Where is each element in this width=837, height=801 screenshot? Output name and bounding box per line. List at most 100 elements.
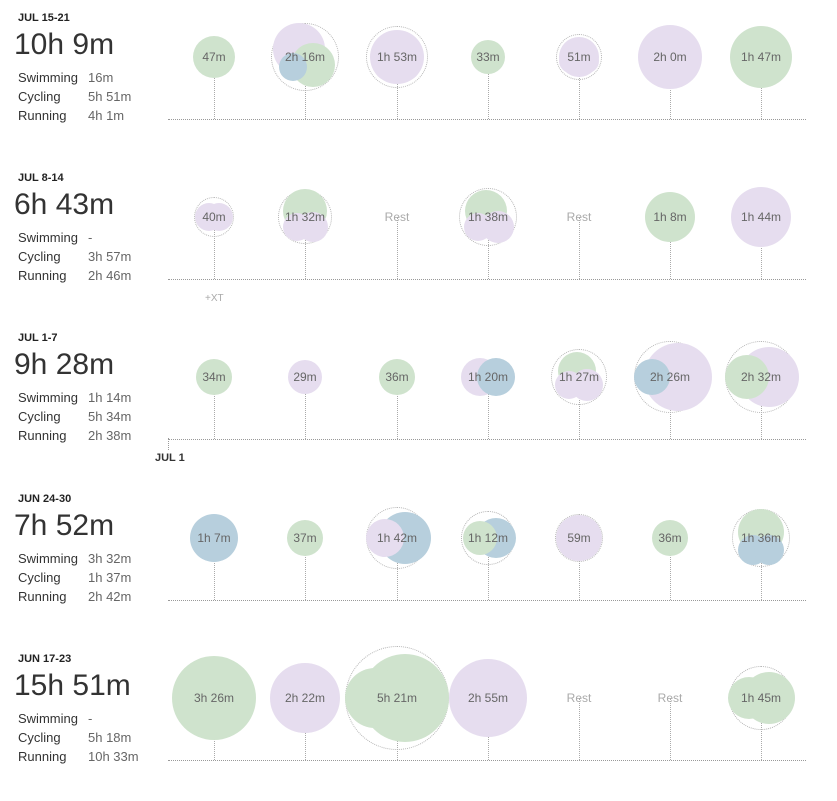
day-workout[interactable]: 1h 27m	[534, 320, 624, 460]
week-axis-line	[168, 600, 806, 601]
day-stem-line	[214, 538, 215, 600]
running-bubble	[394, 54, 420, 80]
day-workout[interactable]: 1h 44m	[716, 160, 806, 300]
day-stem-line	[761, 57, 762, 119]
day-workout[interactable]: 51m	[534, 0, 624, 140]
day-stem-line	[488, 57, 489, 119]
day-stem-line	[670, 217, 671, 279]
day-workout[interactable]: 2h 22m	[260, 641, 350, 781]
running-label: Running	[18, 108, 67, 123]
day-duration-label: 2h 0m	[653, 50, 687, 64]
day-duration-label: 1h 45m	[740, 691, 782, 705]
running-bubble	[571, 369, 603, 401]
swimming-total: 1h 14m	[88, 390, 132, 405]
week-date-range: JUL 1-7	[18, 332, 58, 344]
day-workout[interactable]: 1h 20m	[443, 320, 533, 460]
day-total-ring	[194, 197, 234, 237]
day-workout[interactable]: 1h 32m	[260, 160, 350, 300]
day-duration-label: 2h 32m	[740, 370, 782, 384]
week-date-range: JUL 15-21	[18, 12, 70, 24]
day-workout[interactable]: 1h 45m	[716, 641, 806, 781]
running-total: 10h 33m	[88, 749, 139, 764]
day-duration-label: 2h 26m	[649, 370, 691, 384]
swimming-label: Swimming	[18, 551, 78, 566]
day-workout[interactable]: 29m	[260, 320, 350, 460]
day-stem-line	[488, 538, 489, 600]
day-stem-line	[579, 538, 580, 600]
day-duration-label: 36m	[658, 531, 682, 545]
week-total-duration: 10h 9m	[14, 28, 115, 61]
day-workout[interactable]: 1h 53m	[352, 0, 442, 140]
day-duration-label: 40m	[202, 210, 226, 224]
swimming-total: -	[88, 711, 93, 726]
cycling-label: Cycling	[18, 570, 61, 585]
day-workout[interactable]: 36m	[352, 320, 442, 460]
day-workout[interactable]: 3h 26m	[169, 641, 259, 781]
day-workout[interactable]: 2h 0m	[625, 0, 715, 140]
day-stem-line	[214, 377, 215, 439]
cycling-total: 5h 18m	[88, 730, 132, 745]
rest-label: Rest	[566, 691, 592, 705]
day-workout[interactable]: 1h 36m	[716, 481, 806, 621]
day-workout[interactable]: 2h 26m	[625, 320, 715, 460]
running-bubble	[449, 659, 527, 737]
day-duration-label: 1h 38m	[467, 210, 509, 224]
day-workout[interactable]: 37m	[260, 481, 350, 621]
swimming-bubble	[477, 358, 515, 396]
running-bubble	[638, 25, 702, 89]
day-workout[interactable]: 5h 21m	[345, 641, 449, 781]
day-workout[interactable]: 47m	[169, 0, 259, 140]
day-duration-label: 47m	[202, 50, 226, 64]
day-stem-line	[397, 217, 398, 279]
day-duration-label: 33m	[476, 50, 500, 64]
week-row: JUL 1-7 9h 28m Swimming 1h 14m Cycling 5h 34m…	[0, 320, 837, 480]
running-label: Running	[18, 268, 67, 283]
week-axis-line	[168, 760, 806, 761]
week-date-range: JUN 17-23	[18, 653, 72, 665]
cycling-label: Cycling	[18, 409, 61, 424]
day-duration-label: 1h 12m	[467, 531, 509, 545]
week-axis-line	[168, 119, 806, 120]
running-total: 2h 42m	[88, 589, 132, 604]
week-total-duration: 9h 28m	[14, 348, 115, 381]
swimming-bubble	[754, 535, 784, 565]
day-workout[interactable]: 1h 38m	[443, 160, 533, 300]
cycling-total: 5h 34m	[88, 409, 132, 424]
day-workout[interactable]: 1h 42m	[352, 481, 442, 621]
day-duration-label: 37m	[293, 531, 317, 545]
running-bubble	[288, 360, 322, 394]
day-workout[interactable]: 59m	[534, 481, 624, 621]
day-duration-label: 1h 32m	[284, 210, 326, 224]
day-workout[interactable]: 2h 32m	[716, 320, 806, 460]
day-stem-line	[488, 217, 489, 279]
cycling-label: Cycling	[18, 730, 61, 745]
day-workout[interactable]: 34m	[169, 320, 259, 460]
week-axis-line	[168, 279, 806, 280]
cross-training-note[interactable]: +XT	[205, 293, 224, 304]
swimming-label: Swimming	[18, 390, 78, 405]
swimming-total: 16m	[88, 70, 114, 85]
cycling-bubble	[645, 192, 695, 242]
running-label: Running	[18, 428, 67, 443]
day-workout[interactable]: 1h 8m	[625, 160, 715, 300]
day-workout[interactable]: 1h 47m	[716, 0, 806, 140]
month-marker-line	[168, 438, 169, 450]
rest-day: Rest	[625, 641, 715, 781]
day-workout[interactable]: 33m	[443, 0, 533, 140]
cycling-total: 5h 51m	[88, 89, 132, 104]
day-workout[interactable]: 1h 7m	[169, 481, 259, 621]
cycling-bubble	[725, 355, 769, 399]
cycling-bubble	[379, 359, 415, 395]
running-total: 2h 46m	[88, 268, 132, 283]
day-stem-line	[397, 57, 398, 119]
running-bubble	[557, 524, 585, 552]
rest-day: Rest	[352, 160, 442, 300]
day-workout[interactable]: 2h 55m	[443, 641, 533, 781]
day-workout[interactable]: 2h 16m	[260, 0, 350, 140]
week-total-duration: 15h 51m	[14, 669, 131, 702]
day-stem-line	[305, 377, 306, 439]
day-workout[interactable]: 1h 12m	[443, 481, 533, 621]
week-row: JUL 8-14 6h 43m Swimming - Cycling 3h 57m Runn…	[0, 160, 837, 320]
day-workout[interactable]: 36m	[625, 481, 715, 621]
day-workout[interactable]: 40m	[169, 160, 259, 300]
